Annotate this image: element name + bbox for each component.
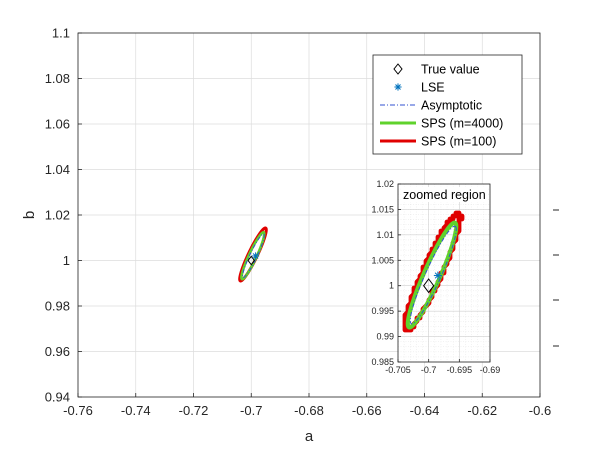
main-data-layer: [238, 226, 268, 283]
x-tick-label: -0.62: [467, 403, 497, 418]
x-tick-labels: -0.76 -0.74 -0.72 -0.7 -0.68 -0.66 -0.64 -0.62 -…: [63, 403, 551, 418]
x-tick-label: -0.74: [121, 403, 151, 418]
zoom-y-tick-label: 1.015: [371, 204, 394, 214]
y-tick-label: 0.98: [45, 299, 70, 314]
zoom-y-tick-label: 1.02: [376, 179, 394, 189]
zoom-x-tick-labels: -0.705 -0.7 -0.695 -0.69: [385, 365, 500, 375]
y-axis-label: b: [21, 211, 38, 219]
y-tick-label: 1.1: [52, 26, 70, 41]
zoom-y-tick-label: 1: [389, 281, 394, 291]
zoom-y-tick-label: 0.995: [371, 306, 394, 316]
zoom-asymptotic-contour: [409, 225, 457, 325]
legend-true-value-swatch: [393, 63, 403, 75]
main-tick-marks: [77, 32, 541, 398]
legend-lse-swatch: [394, 83, 402, 91]
legend-item: Asymptotic: [380, 99, 482, 113]
y-tick-label: 0.96: [45, 344, 70, 359]
legend-item: SPS (m=100): [380, 135, 496, 149]
y-tick-labels: 0.94 0.96 0.98 1 1.02 1.04 1.06 1.08 1.1: [45, 26, 70, 405]
main-lse-marker: [251, 252, 260, 260]
x-axis-label: a: [305, 428, 314, 445]
y-tick-label: 1.04: [45, 162, 70, 177]
zoomed-region-panel: -0.705 -0.7 -0.695 -0.69 0.985 0.99 0.995 1 1.0…: [371, 179, 500, 375]
legend-label: SPS (m=4000): [421, 117, 503, 131]
zoom-x-tick-label: -0.7: [421, 365, 437, 375]
y-tick-label: 1.06: [45, 117, 70, 132]
zoom-true-value-marker: [423, 278, 435, 294]
zoom-x-tick-label: -0.705: [385, 365, 411, 375]
y-tick-label: 1: [63, 253, 70, 268]
zoom-y-tick-label: 1.01: [376, 230, 394, 240]
legend-item: SPS (m=4000): [380, 117, 503, 131]
x-tick-label: -0.66: [352, 403, 382, 418]
x-tick-label: -0.64: [410, 403, 440, 418]
legend: True value LSE Asymptotic SPS (m=4000) SPS (…: [372, 54, 523, 155]
zoom-data-layer: [402, 210, 465, 333]
x-tick-label: -0.68: [294, 403, 324, 418]
zoom-y-tick-label: 0.985: [371, 357, 394, 367]
zoom-plot-box: [397, 183, 491, 363]
zoom-title-box: [401, 187, 487, 202]
zoom-lse-marker: [433, 271, 442, 280]
zoom-y-tick-labels: 0.985 0.99 0.995 1 1.005 1.01 1.015 1.02: [371, 179, 394, 367]
legend-label: SPS (m=100): [421, 135, 496, 149]
zoom-x-tick-label: -0.69: [480, 365, 501, 375]
y-tick-label: 1.02: [45, 208, 70, 223]
zoom-y-tick-label: 0.99: [376, 332, 394, 342]
zoom-x-tick-label: -0.695: [447, 365, 473, 375]
right-edge-dashes: [553, 209, 559, 347]
legend-item: True value: [393, 63, 480, 77]
main-sps-m100-contour: [238, 226, 268, 283]
legend-label: Asymptotic: [421, 99, 482, 113]
main-true-value-marker: [247, 255, 256, 266]
legend-label: LSE: [421, 81, 445, 95]
x-tick-label: -0.76: [63, 403, 93, 418]
y-tick-label: 0.94: [45, 390, 70, 405]
x-tick-label: -0.6: [529, 403, 551, 418]
main-sps-m4000-contour: [240, 231, 266, 281]
zoom-sps-m4000-contour: [405, 220, 459, 330]
zoom-y-tick-label: 1.005: [371, 255, 394, 265]
x-tick-label: -0.72: [179, 403, 209, 418]
x-tick-label: -0.7: [240, 403, 262, 418]
legend-label: True value: [421, 63, 480, 77]
legend-item: LSE: [394, 81, 445, 95]
zoom-title: zoomed region: [403, 188, 486, 202]
y-tick-label: 1.08: [45, 71, 70, 86]
zoom-tick-marks: [397, 183, 491, 363]
